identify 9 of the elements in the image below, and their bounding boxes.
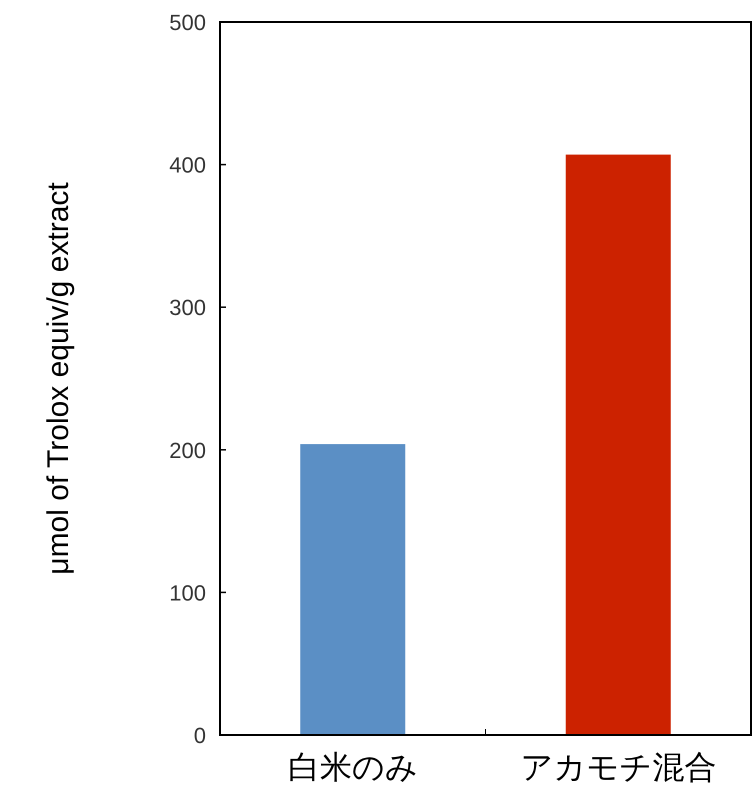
- y-tick-label: 0: [194, 723, 206, 748]
- y-tick-label: 400: [169, 152, 206, 178]
- x-tick-label: 白米のみ: [288, 749, 418, 785]
- y-axis-title: μmol of Trolox equiv/g extract: [42, 182, 75, 575]
- x-tick-label: アカモチ混合: [520, 749, 716, 785]
- y-tick-label: 100: [169, 580, 206, 606]
- y-tick-label: 300: [169, 295, 206, 320]
- y-tick-label: 200: [169, 438, 206, 463]
- y-tick-label: 500: [169, 10, 206, 35]
